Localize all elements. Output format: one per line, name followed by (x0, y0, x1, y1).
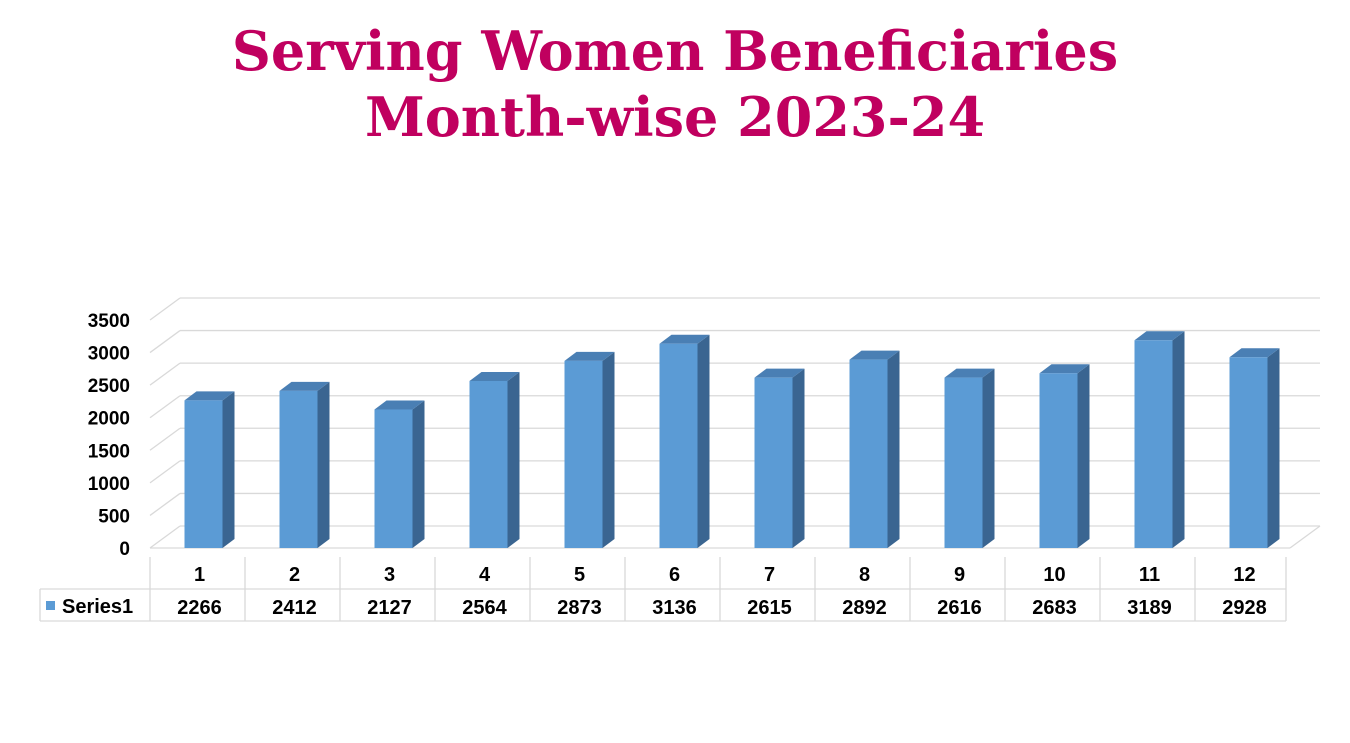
data-value-label: 2266 (177, 597, 222, 619)
bar (1039, 373, 1078, 548)
data-value-label: 2615 (747, 597, 792, 619)
category-label: 4 (479, 564, 491, 586)
bar-side (317, 381, 330, 548)
gridline-depth (149, 395, 181, 419)
gridline-depth (149, 427, 181, 451)
bar-top (849, 350, 900, 360)
data-value-label: 2683 (1032, 597, 1077, 619)
gridline-depth (149, 362, 181, 386)
bar-side (982, 368, 995, 548)
bar-side (1077, 364, 1090, 548)
gridline-depth (149, 492, 181, 516)
y-tick-label: 0 (119, 539, 130, 560)
bar-top (1229, 348, 1280, 358)
bar (659, 343, 698, 548)
y-tick-label: 3500 (88, 311, 130, 332)
bar (1229, 357, 1268, 548)
category-label: 10 (1043, 564, 1065, 586)
bar (754, 377, 793, 548)
category-label: 2 (289, 564, 300, 586)
category-label: 6 (669, 564, 680, 586)
category-label: 5 (574, 564, 585, 586)
bar-top (184, 391, 235, 401)
data-value-label: 3136 (652, 597, 697, 619)
data-value-label: 3189 (1127, 597, 1172, 619)
category-label: 11 (1139, 564, 1160, 586)
bar-top (1134, 331, 1185, 341)
bar (849, 359, 888, 548)
gridline-depth (149, 297, 181, 321)
y-tick-label: 2000 (88, 409, 130, 430)
category-label: 8 (859, 564, 870, 586)
data-value-label: 2412 (272, 597, 317, 619)
data-value-label: 2873 (557, 597, 602, 619)
bar (184, 400, 223, 548)
bar-top (754, 368, 805, 378)
gridline-depth (149, 460, 181, 484)
legend-series-name: Series1 (62, 596, 133, 618)
bar-side (222, 391, 235, 548)
bar-side (792, 368, 805, 548)
y-tick-label: 1000 (88, 474, 130, 495)
data-value-label: 2892 (842, 597, 887, 619)
bar-top (1039, 364, 1090, 374)
bar (564, 360, 603, 548)
data-value-label: 2564 (462, 597, 507, 619)
category-label: 7 (764, 564, 775, 586)
bar (374, 409, 413, 548)
bar-side (887, 350, 900, 548)
bar-top (564, 351, 615, 361)
bar-top (279, 381, 330, 391)
bar (279, 390, 318, 548)
bar-top (374, 400, 425, 410)
bar-side (697, 334, 710, 548)
data-value-label: 2127 (367, 597, 412, 619)
gridline-depth (149, 330, 181, 354)
chart-title-line-2: Month-wise 2023-24 (364, 85, 986, 149)
category-label: 12 (1233, 564, 1255, 586)
bar-top (659, 334, 710, 344)
data-value-label: 2928 (1222, 597, 1267, 619)
bar (469, 380, 508, 548)
bar-top (944, 368, 995, 378)
bar-top (469, 371, 520, 381)
y-tick-label: 500 (98, 506, 130, 527)
chart-title: Serving Women Beneficiaries Month-wise 2… (0, 18, 1350, 150)
bar-side (507, 371, 520, 548)
category-label: 1 (194, 564, 205, 586)
data-value-label: 2616 (937, 597, 982, 619)
bar (944, 377, 983, 548)
y-tick-label: 1500 (88, 441, 130, 462)
category-label: 9 (954, 564, 965, 586)
floor-side (1289, 525, 1321, 549)
category-label: 3 (384, 564, 395, 586)
legend-swatch (46, 601, 55, 610)
chart-title-line-1: Serving Women Beneficiaries (231, 19, 1119, 83)
gridline-depth (149, 525, 181, 549)
bar-side (1267, 348, 1280, 548)
bar-side (602, 351, 615, 548)
y-tick-label: 2500 (88, 376, 130, 397)
bar-side (412, 400, 425, 548)
y-tick-label: 3000 (88, 344, 130, 365)
bar-side (1172, 331, 1185, 548)
bar (1134, 340, 1173, 548)
